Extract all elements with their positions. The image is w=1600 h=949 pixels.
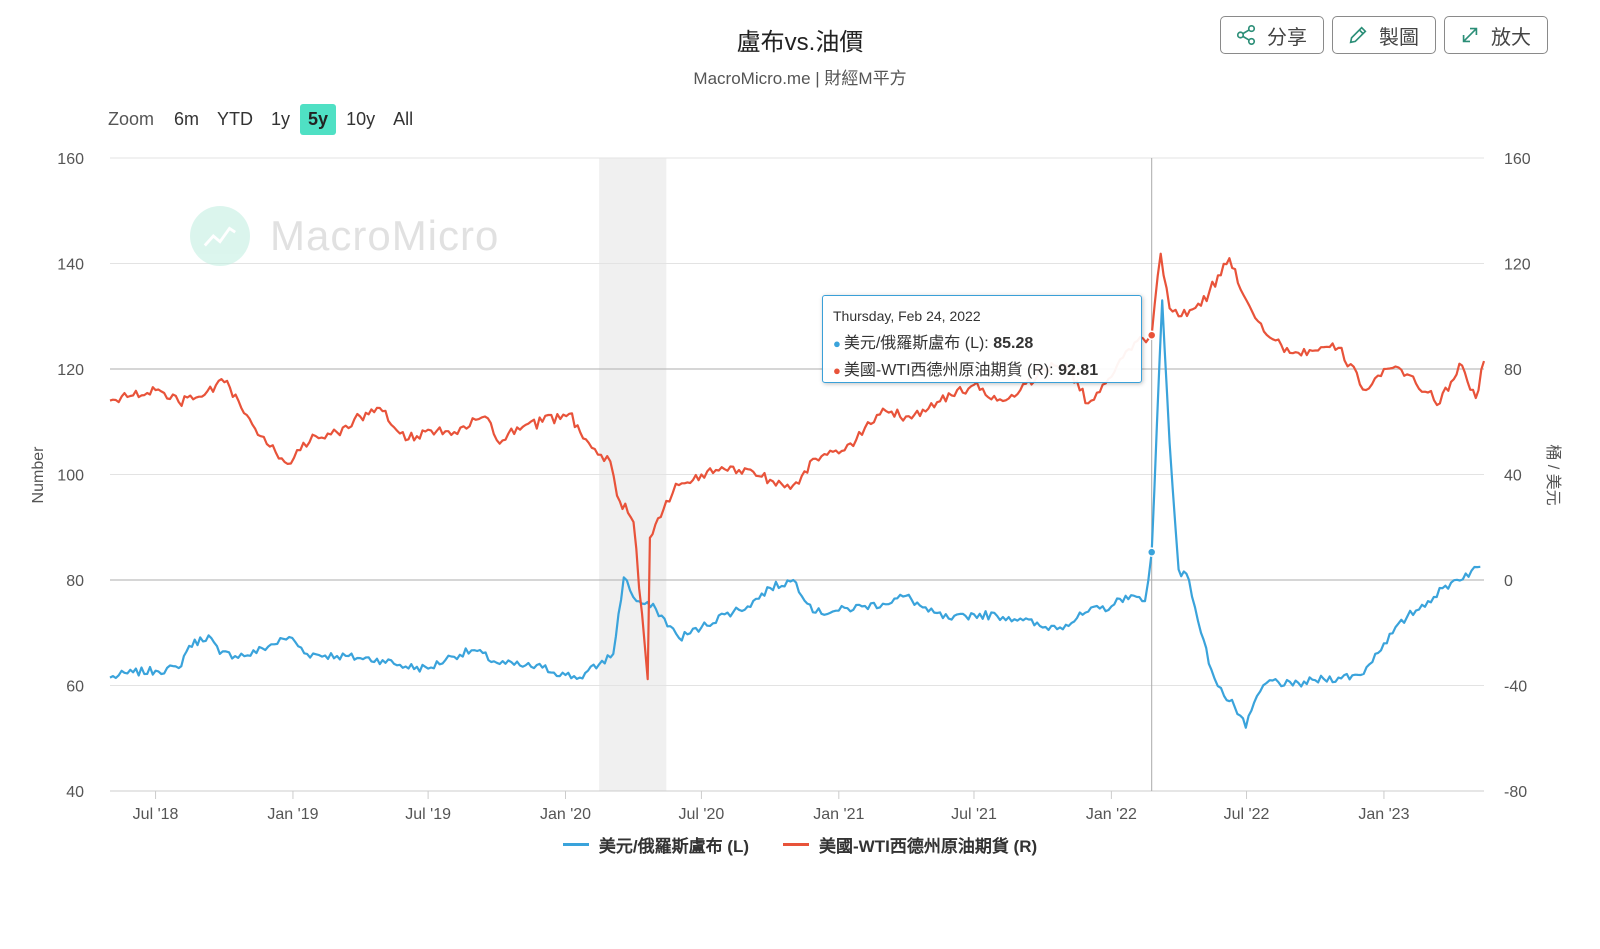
legend-item-rub[interactable]: 美元/俄羅斯盧布 (L) xyxy=(562,832,749,857)
tooltip-label-wti: 美國-WTI西德州原油期貨 (R): xyxy=(843,362,1059,379)
y-right-tick-label: 40 xyxy=(1504,468,1522,485)
watermark-text: MacroMicro xyxy=(270,212,500,259)
y-left-tick-label: 160 xyxy=(57,151,84,168)
zoom-ytd-button[interactable]: YTD xyxy=(217,109,254,129)
legend-swatch-wti xyxy=(783,843,809,846)
x-tick-label: Jan '21 xyxy=(813,806,864,823)
watermark: MacroMicro xyxy=(190,206,499,266)
pencil-icon xyxy=(1349,26,1367,44)
expand-button-label: 放大 xyxy=(1491,26,1531,49)
chart-subtitle: MacroMicro.me | 財經M平方 xyxy=(693,69,907,88)
x-tick-label: Jul '19 xyxy=(405,806,451,823)
tooltip-value-wti: 92.81 xyxy=(1058,362,1099,379)
expand-button[interactable]: 放大 xyxy=(1444,16,1548,54)
zoom-5y-button[interactable]: 5y xyxy=(300,104,337,135)
draw-chart-button-label: 製圖 xyxy=(1379,26,1419,49)
y-right-tick-label: 80 xyxy=(1504,362,1522,379)
chart-title: 盧布vs.油價 xyxy=(736,29,864,56)
tooltip-label-rub: 美元/俄羅斯盧布 (L): xyxy=(843,335,994,352)
series-line-rub xyxy=(109,299,1481,729)
share-icon xyxy=(1236,25,1256,45)
zoom-bar: Zoom 6m YTD 1y 5y 10y All xyxy=(108,104,421,135)
zoom-all-button[interactable]: All xyxy=(393,109,414,129)
x-tick-label: Jan '23 xyxy=(1358,806,1409,823)
hover-point-wti xyxy=(1146,330,1157,340)
share-button-label: 分享 xyxy=(1267,26,1307,49)
tooltip-row-wti: ● 美國-WTI西德州原油期貨 (R): 92.81 xyxy=(833,356,1131,380)
tooltip-dot-rub: ● xyxy=(833,336,841,351)
y-right-tick-label: -80 xyxy=(1504,784,1527,801)
tooltip-row-rub: ● 美元/俄羅斯盧布 (L): 85.28 xyxy=(833,329,1131,353)
y-left-tick-label: 120 xyxy=(57,362,84,379)
watermark-logo-icon xyxy=(190,206,250,266)
y-left-axis-title: Number xyxy=(30,446,47,504)
x-tick-label: Jan '20 xyxy=(540,806,591,823)
legend-label-rub: 美元/俄羅斯盧布 (L) xyxy=(598,837,749,856)
x-tick-label: Jan '22 xyxy=(1086,806,1137,823)
y-left-tick-label: 140 xyxy=(57,257,84,274)
y-left-tick-label: 60 xyxy=(66,679,84,696)
legend-swatch-rub xyxy=(562,843,589,846)
series-line-wti xyxy=(109,252,1486,681)
zoom-label: Zoom xyxy=(108,109,155,129)
x-tick-label: Jul '20 xyxy=(679,806,725,823)
tooltip-value-rub: 85.28 xyxy=(993,335,1034,352)
y-right-tick-label: 0 xyxy=(1504,573,1513,590)
chart-actions: 分享 製圖 放大 xyxy=(1220,16,1548,54)
y-right-tick-label: 120 xyxy=(1504,257,1531,274)
tooltip: Thursday, Feb 24, 2022 ● 美元/俄羅斯盧布 (L): 85… xyxy=(822,295,1142,383)
hover-point-rub xyxy=(1146,547,1157,557)
x-tick-label: Jul '21 xyxy=(951,806,997,823)
x-tick-label: Jul '18 xyxy=(133,806,179,823)
expand-icon xyxy=(1462,27,1478,43)
share-button[interactable]: 分享 xyxy=(1220,16,1324,54)
y-right-tick-label: -40 xyxy=(1504,679,1527,696)
zoom-6m-button[interactable]: 6m xyxy=(174,109,200,129)
y-left-tick-label: 40 xyxy=(66,784,84,801)
tooltip-dot-wti: ● xyxy=(833,363,841,378)
zoom-1y-button[interactable]: 1y xyxy=(271,109,291,129)
y-right-axis-title: 桶 / 美元 xyxy=(1544,444,1562,505)
x-tick-label: Jan '19 xyxy=(267,806,318,823)
tooltip-date: Thursday, Feb 24, 2022 xyxy=(833,308,981,324)
y-left-tick-label: 80 xyxy=(66,573,84,590)
y-right-tick-label: 160 xyxy=(1504,151,1531,168)
legend-label-wti: 美國-WTI西德州原油期貨 (R) xyxy=(819,837,1038,856)
zoom-10y-button[interactable]: 10y xyxy=(346,109,376,129)
legend-item-wti[interactable]: 美國-WTI西德州原油期貨 (R) xyxy=(783,832,1037,857)
draw-chart-button[interactable]: 製圖 xyxy=(1332,16,1436,54)
y-left-tick-label: 100 xyxy=(57,468,84,485)
x-tick-label: Jul '22 xyxy=(1224,806,1270,823)
chart-legend: 美元/俄羅斯盧布 (L) 美國-WTI西德州原油期貨 (R) xyxy=(0,832,1600,857)
